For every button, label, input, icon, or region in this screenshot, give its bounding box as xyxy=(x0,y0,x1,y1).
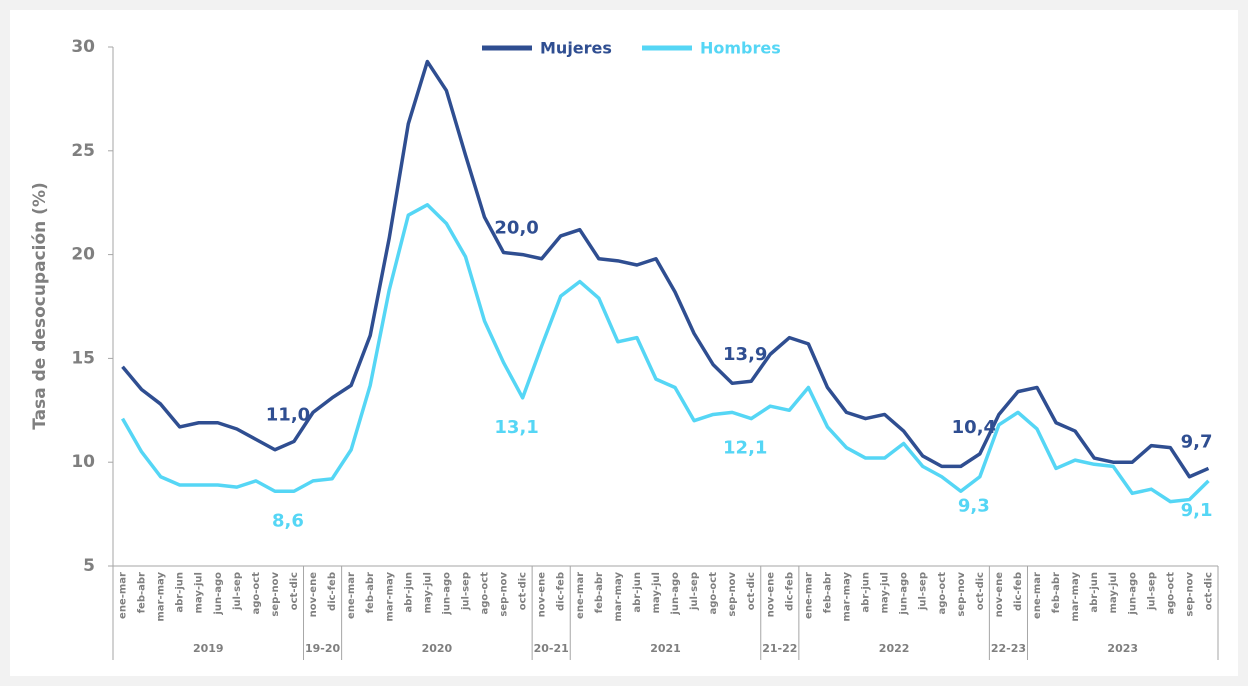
data-label: 20,0 xyxy=(494,218,538,239)
x-tick-label: nov-ene xyxy=(308,572,319,618)
x-tick-label: jul-sep xyxy=(689,572,700,611)
x-tick-label: jul-sep xyxy=(460,572,471,611)
x-tick-label: sep-nov xyxy=(956,572,967,617)
x-tick-label: ago-oct xyxy=(937,572,948,615)
data-label: 9,1 xyxy=(1181,500,1213,521)
group-label: 2019 xyxy=(193,642,224,655)
series-line xyxy=(121,59,1210,479)
group-label: 2022 xyxy=(879,642,910,655)
group-label: 21-22 xyxy=(762,642,797,655)
x-tick-label: sep-nov xyxy=(499,572,510,617)
x-tick-label: abr-jun xyxy=(403,572,414,613)
x-tick-label: oct-dic xyxy=(289,572,300,610)
x-tick-label: jul-sep xyxy=(918,572,929,611)
x-tick-label: jun-ago xyxy=(1127,572,1138,616)
x-tick-label: feb-abr xyxy=(1051,572,1062,613)
group-label: 19-20 xyxy=(305,642,341,655)
x-tick-label: ago-oct xyxy=(1165,572,1176,615)
y-tick-label: 30 xyxy=(71,37,95,57)
group-label: 22-23 xyxy=(991,642,1026,655)
x-tick-label: jun-ago xyxy=(899,572,910,616)
x-tick-label: ago-oct xyxy=(480,572,491,615)
x-tick-label: sep-nov xyxy=(727,572,738,617)
x-tick-label: dic-feb xyxy=(327,572,338,611)
legend-label: Hombres xyxy=(700,39,781,58)
x-tick-label: feb-abr xyxy=(594,572,605,613)
x-tick-label: dic-feb xyxy=(1013,572,1024,611)
x-tick-label: oct-dic xyxy=(746,572,757,610)
y-tick-label: 20 xyxy=(71,245,95,265)
x-tick-label: jul-sep xyxy=(1146,572,1157,611)
x-tick-label: ene-mar xyxy=(346,572,357,619)
x-tick-label: ene-mar xyxy=(575,572,586,619)
x-tick-label: may-jul xyxy=(651,572,662,614)
legend-label: Mujeres xyxy=(540,39,612,58)
y-tick-label: 5 xyxy=(83,556,95,576)
x-tick-label: feb-abr xyxy=(822,572,833,613)
x-tick-label: jun-ago xyxy=(213,572,224,616)
x-tick-label: ene-mar xyxy=(1032,572,1043,619)
x-tick-label: dic-feb xyxy=(784,572,795,611)
x-tick-label: oct-dic xyxy=(975,572,986,610)
x-tick-label: ago-oct xyxy=(708,572,719,615)
x-tick-label: abr-jun xyxy=(175,572,186,613)
x-tick-label: sep-nov xyxy=(270,572,281,617)
data-label: 13,9 xyxy=(723,344,767,365)
x-tick-label: mar-may xyxy=(1070,572,1081,622)
series-line xyxy=(121,203,1210,504)
data-label: 10,4 xyxy=(952,417,996,438)
y-tick-label: 25 xyxy=(71,141,95,161)
x-tick-label: jun-ago xyxy=(670,572,681,616)
y-tick-label: 15 xyxy=(71,348,95,368)
x-tick-label: abr-jun xyxy=(632,572,643,613)
y-axis-label: Tasa de desocupación (%) xyxy=(30,182,50,430)
group-label: 2023 xyxy=(1107,642,1138,655)
x-tick-label: ene-mar xyxy=(118,572,129,619)
x-tick-label: abr-jun xyxy=(861,572,872,613)
x-tick-label: abr-jun xyxy=(1089,572,1100,613)
chart-card xyxy=(10,10,1238,676)
x-tick-label: oct-dic xyxy=(1203,572,1214,610)
x-tick-label: may-jul xyxy=(880,572,891,614)
data-label: 12,1 xyxy=(723,438,767,459)
group-label: 20-21 xyxy=(534,642,569,655)
x-tick-label: feb-abr xyxy=(137,572,148,613)
x-tick-label: ene-mar xyxy=(803,572,814,619)
x-tick-label: mar-may xyxy=(841,572,852,622)
x-tick-label: jul-sep xyxy=(232,572,243,611)
data-label: 13,1 xyxy=(494,417,538,438)
x-tick-label: jun-ago xyxy=(441,572,452,616)
group-label: 2020 xyxy=(422,642,453,655)
x-tick-label: nov-ene xyxy=(765,572,776,618)
x-tick-label: may-jul xyxy=(1108,572,1119,614)
x-tick-label: ago-oct xyxy=(251,572,262,615)
x-tick-label: may-jul xyxy=(422,572,433,614)
data-label: 8,6 xyxy=(272,510,304,531)
data-label: 11,0 xyxy=(266,404,310,425)
x-tick-label: sep-nov xyxy=(1184,572,1195,617)
x-tick-label: oct-dic xyxy=(518,572,529,610)
x-tick-label: dic-feb xyxy=(556,572,567,611)
data-label: 9,7 xyxy=(1181,431,1213,452)
y-tick-label: 10 xyxy=(71,452,95,472)
x-tick-label: may-jul xyxy=(194,572,205,614)
x-tick-label: mar-may xyxy=(384,572,395,622)
x-tick-label: nov-ene xyxy=(994,572,1005,618)
group-label: 2021 xyxy=(650,642,681,655)
x-tick-label: mar-may xyxy=(613,572,624,622)
x-tick-label: feb-abr xyxy=(365,572,376,613)
x-tick-label: nov-ene xyxy=(537,572,548,618)
x-tick-label: mar-may xyxy=(156,572,167,622)
data-label: 9,3 xyxy=(958,496,990,517)
